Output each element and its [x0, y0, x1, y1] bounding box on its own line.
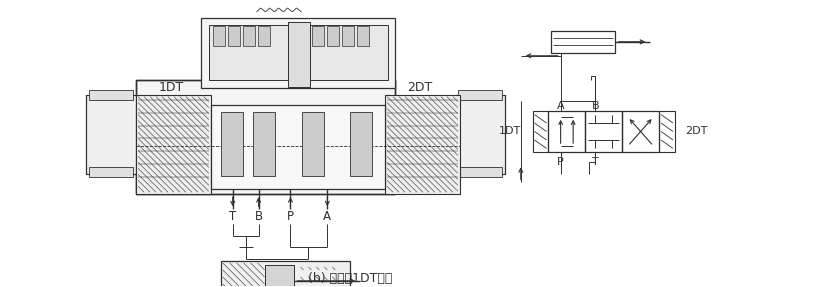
Bar — [622, 110, 659, 152]
Bar — [257, 26, 270, 46]
Bar — [228, 26, 240, 46]
Text: A: A — [323, 210, 332, 223]
Bar — [309, 25, 388, 80]
Bar — [221, 112, 243, 176]
Bar — [136, 80, 395, 194]
Bar — [209, 25, 289, 80]
Text: 2DT: 2DT — [408, 81, 432, 94]
Text: T: T — [592, 157, 599, 167]
Bar — [221, 261, 351, 287]
Bar — [252, 112, 275, 176]
Bar — [313, 26, 324, 46]
Bar — [351, 112, 372, 176]
Bar — [136, 95, 210, 194]
Bar — [200, 18, 395, 88]
Text: B: B — [255, 210, 262, 223]
Bar — [458, 90, 502, 100]
Bar — [532, 110, 549, 152]
Bar — [549, 110, 585, 152]
Bar — [87, 95, 136, 174]
Bar — [455, 95, 505, 174]
Text: B: B — [592, 100, 599, 110]
Bar — [455, 95, 505, 174]
Bar — [659, 110, 675, 152]
Text: (b) 电磁鑘1DT通电: (b) 电磁鑘1DT通电 — [308, 272, 393, 285]
Bar — [303, 112, 324, 176]
Bar — [342, 26, 354, 46]
Bar — [87, 95, 136, 174]
Text: T: T — [229, 210, 236, 223]
Bar — [328, 26, 339, 46]
Bar — [136, 80, 395, 194]
Bar — [289, 22, 310, 87]
Bar — [213, 26, 224, 46]
Bar — [385, 95, 460, 194]
Bar — [243, 26, 255, 46]
Bar — [265, 265, 295, 287]
Bar — [89, 167, 133, 177]
Bar — [585, 110, 622, 152]
Text: P: P — [557, 157, 564, 167]
Bar — [89, 90, 133, 100]
Text: 1DT: 1DT — [158, 81, 184, 94]
Text: A: A — [557, 100, 564, 110]
Bar — [550, 31, 615, 53]
Bar — [357, 26, 369, 46]
Text: 1DT: 1DT — [498, 127, 521, 137]
Text: P: P — [287, 210, 294, 223]
Text: 2DT: 2DT — [685, 127, 707, 137]
Bar — [458, 167, 502, 177]
Bar — [210, 104, 385, 189]
